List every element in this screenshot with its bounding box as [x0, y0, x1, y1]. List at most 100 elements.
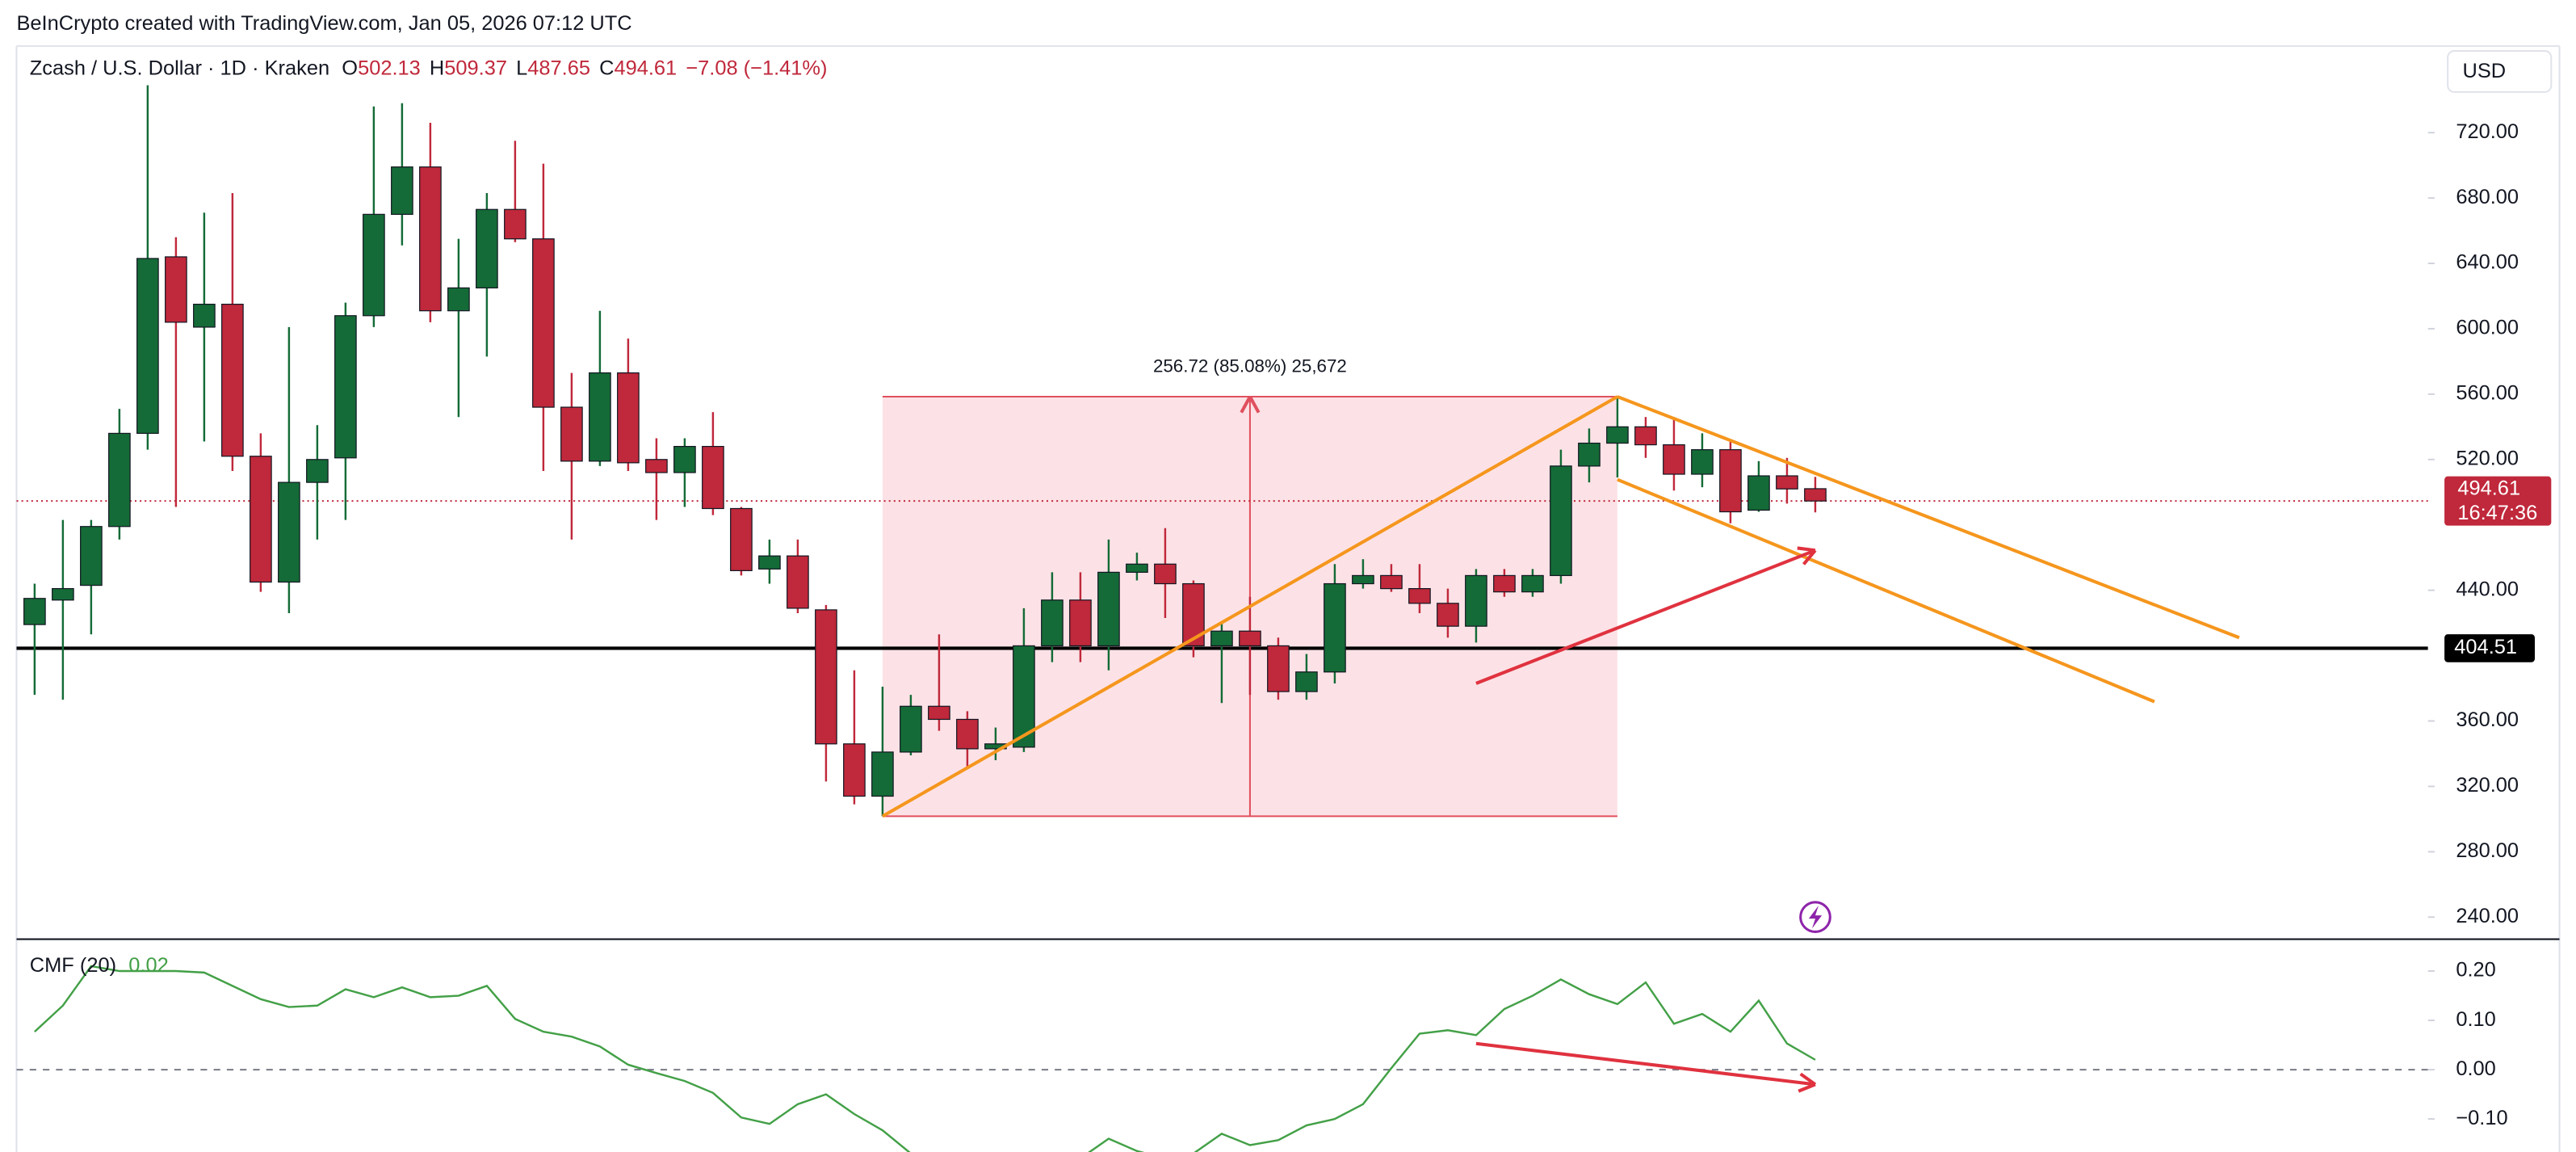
candle-body [560, 406, 583, 462]
trend-line [881, 395, 1618, 818]
candle-body [1239, 630, 1261, 647]
y-tick-label: 320.00 [2456, 774, 2519, 797]
candle-body [1465, 574, 1487, 627]
candle-body [871, 751, 894, 797]
candle-body [758, 555, 781, 570]
candle-body [108, 432, 131, 528]
candle-body [1097, 571, 1120, 647]
candle-body [306, 459, 329, 483]
candle-body [391, 166, 413, 215]
candle-body [52, 588, 74, 601]
arrow-head [1798, 1083, 1816, 1093]
candle-body [80, 526, 103, 587]
candle-body [1493, 574, 1516, 593]
candle-body [476, 208, 498, 288]
cmf-legend: CMF (20) 0.02 [30, 954, 169, 977]
candle-body [250, 456, 272, 583]
arrow [1475, 1041, 1816, 1087]
candle-body [843, 743, 866, 797]
candle-body [787, 555, 809, 609]
candle-body [1126, 563, 1148, 573]
y-tick-label: 600.00 [2456, 317, 2519, 339]
candle-body [928, 705, 950, 721]
candle-body [1521, 574, 1544, 593]
legend-high: 509.37 [444, 57, 507, 79]
currency-label[interactable]: USD [2462, 60, 2506, 82]
y-tick-label: 0.10 [2456, 1008, 2495, 1031]
candle-body [673, 445, 696, 473]
measure-arrow-head [1248, 396, 1261, 414]
candle-body [702, 445, 724, 510]
last-price-box [2444, 476, 2552, 526]
y-tick-label: 560.00 [2456, 382, 2519, 405]
candle-body [193, 303, 216, 328]
candle-body [1408, 588, 1431, 604]
candle-body [1691, 449, 1714, 475]
candle-body [1776, 475, 1798, 490]
candle-body [1352, 574, 1374, 585]
y-tick-label: 0.00 [2456, 1057, 2495, 1080]
ohlc-letter: H [430, 57, 444, 79]
cmf-title: CMF (20) [30, 954, 116, 977]
y-tick-label: −0.10 [2456, 1107, 2507, 1129]
arrow [1475, 549, 1816, 685]
candle-body [504, 208, 527, 240]
candle-body [23, 598, 46, 625]
candle-body [815, 609, 837, 745]
candle-body [1578, 442, 1601, 467]
header: BeInCrypto created with TradingView.com,… [17, 12, 632, 35]
y-tick-label: 0.20 [2456, 959, 2495, 982]
candle-body [419, 166, 442, 312]
legend-change: −7.08 (−1.41%) [686, 57, 827, 79]
candle-body [334, 315, 357, 459]
candle-body [278, 481, 300, 583]
level-label: 404.51 [2454, 636, 2517, 658]
candle-body [136, 258, 159, 435]
trend-line [1617, 477, 2155, 704]
y-tick-label: 360.00 [2456, 708, 2519, 731]
event-icon [1799, 901, 1831, 933]
symbol: Zcash / U.S. Dollar · 1D · Kraken [30, 57, 329, 79]
candle-body [900, 705, 922, 753]
y-tick-label: 440.00 [2456, 578, 2519, 600]
candle-body [1069, 599, 1092, 647]
candle-body [1210, 630, 1233, 647]
candle-body [1634, 426, 1657, 446]
candle-body [1663, 444, 1685, 475]
y-tick-label: 520.00 [2456, 448, 2519, 470]
ohlc-letter: O [342, 57, 358, 79]
legend-low: 487.65 [527, 57, 590, 79]
legend-close: 494.61 [614, 57, 677, 79]
cmf-last-value: 0.02 [128, 954, 168, 977]
ohlc-letter: L [516, 57, 527, 79]
candle-body [363, 213, 385, 317]
candle-body [1804, 488, 1827, 502]
candle-body [1267, 645, 1290, 692]
candle-body [589, 372, 611, 462]
candle-body [1606, 426, 1629, 444]
currency-button[interactable] [2447, 50, 2553, 93]
y-tick-label: 680.00 [2456, 186, 2519, 208]
legend-open: 502.13 [358, 57, 421, 79]
candle-body [1182, 582, 1205, 647]
arrow-head [1802, 549, 1817, 565]
candle-body [447, 287, 470, 312]
candle-body [1324, 582, 1346, 673]
measure-label: 256.72 (85.08%) 25,672 [1153, 355, 1347, 376]
candle-body [617, 372, 640, 464]
candle-body [1719, 449, 1742, 513]
arrow-head [1797, 546, 1816, 553]
candle-body [645, 459, 668, 473]
measure-arrow-head [1240, 396, 1252, 414]
cmf-pane [16, 965, 2428, 1152]
last-price-label: 494.61 [2457, 477, 2520, 500]
event-bolt [1808, 905, 1823, 929]
ohlc-letter: C [599, 57, 614, 79]
trend-line [1617, 395, 2240, 640]
candle-body [1747, 475, 1770, 511]
y-tick-label: 280.00 [2456, 839, 2519, 862]
candle-body [221, 303, 244, 457]
candle-body [532, 238, 555, 408]
